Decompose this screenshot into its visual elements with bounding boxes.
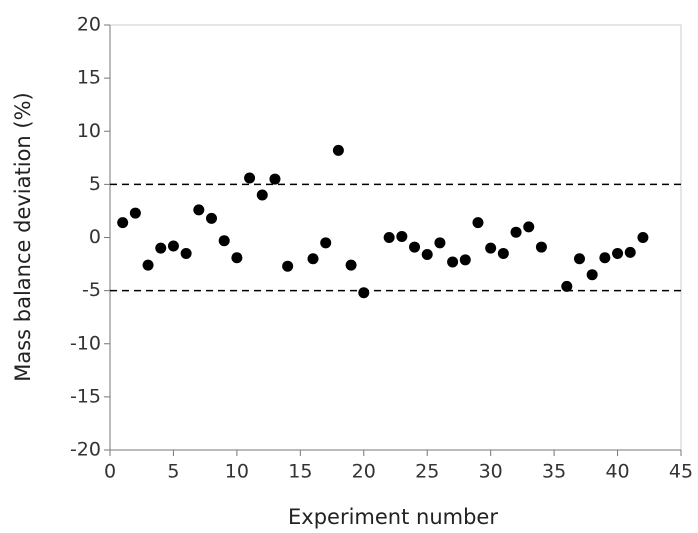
point [561, 280, 573, 292]
point [421, 249, 433, 260]
point [269, 173, 281, 185]
point [485, 242, 497, 254]
point [396, 230, 408, 242]
x-tick-label: 40 [605, 461, 629, 483]
x-tick-label: 25 [415, 461, 439, 483]
point [307, 253, 319, 265]
y-tick-label: 5 [89, 173, 101, 195]
y-tick-label: -20 [70, 439, 101, 461]
point [510, 226, 522, 238]
point [320, 237, 332, 249]
point [332, 144, 344, 156]
point [497, 247, 509, 259]
point [244, 172, 256, 184]
point [231, 252, 243, 264]
point [155, 242, 167, 254]
point [586, 269, 598, 281]
y-tick-label: -15 [70, 385, 101, 407]
point [523, 221, 535, 233]
y-tick-label: 20 [77, 14, 101, 36]
x-tick-label: 45 [669, 461, 693, 483]
y-tick-label: 0 [89, 226, 101, 248]
point [472, 217, 484, 229]
point [167, 240, 179, 252]
point [142, 259, 154, 271]
point [612, 247, 624, 259]
point [599, 252, 611, 264]
point [129, 207, 141, 219]
point [256, 189, 268, 201]
point [180, 247, 192, 259]
point [434, 237, 446, 249]
y-tick-label: 10 [77, 120, 101, 142]
y-tick-label: 15 [77, 67, 101, 89]
point [193, 204, 205, 216]
point [345, 259, 357, 271]
x-tick-label: 30 [479, 461, 503, 483]
y-axis-label: Mass balance deviation (%) [11, 92, 35, 382]
x-tick-label: 5 [167, 461, 179, 483]
point [206, 212, 218, 224]
x-tick-label: 20 [352, 461, 376, 483]
x-tick-label: 35 [542, 461, 566, 483]
x-tick-label: 15 [288, 461, 312, 483]
point [573, 253, 585, 265]
point [535, 241, 547, 253]
point [383, 232, 395, 243]
x-tick-label: 0 [104, 461, 116, 483]
point [117, 217, 129, 229]
y-tick-label: -5 [82, 279, 101, 301]
x-tick-label: 10 [225, 461, 249, 483]
point [218, 235, 230, 247]
point [637, 232, 649, 243]
x-axis-label: Experiment number [288, 505, 498, 529]
point [459, 254, 471, 266]
point [409, 241, 421, 253]
point [624, 246, 636, 258]
point [282, 260, 294, 272]
y-tick-label: -10 [70, 332, 101, 354]
plot-frame [109, 24, 682, 451]
point [447, 256, 459, 268]
point [358, 287, 370, 299]
